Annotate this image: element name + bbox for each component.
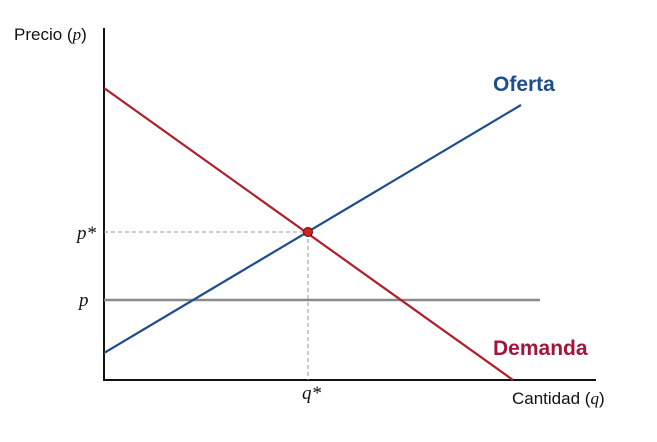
equilibrium-point [303, 227, 313, 237]
price-label: p [77, 290, 89, 311]
demand-label: Demanda [493, 337, 588, 360]
supply-label: Oferta [493, 73, 555, 96]
x-axis-title: Cantidad (q) [512, 389, 605, 408]
y-axis-title: Precio (p) [14, 25, 87, 44]
equilibrium-quantity-label: q* [302, 383, 322, 404]
equilibrium-price-label: p* [75, 223, 97, 244]
supply-curve [103, 104, 522, 354]
